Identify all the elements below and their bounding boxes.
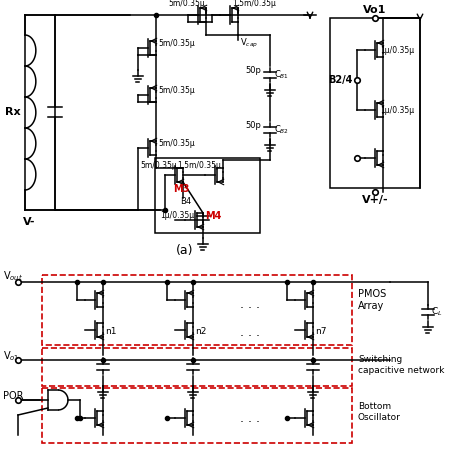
Bar: [330, 18, 420, 188]
Text: POR: POR: [3, 391, 24, 401]
Text: . . .: . . .: [240, 299, 260, 311]
Text: 1.5m/0.35μ: 1.5m/0.35μ: [177, 161, 221, 170]
Text: C$_{B2}$: C$_{B2}$: [274, 124, 289, 136]
Text: B4: B4: [180, 198, 191, 207]
Text: Vo1: Vo1: [363, 5, 387, 15]
Text: 1μ/0.35μ: 1μ/0.35μ: [380, 46, 414, 55]
Bar: [155, 158, 260, 233]
Text: M3: M3: [173, 184, 190, 194]
Text: V+/-: V+/-: [362, 195, 388, 205]
Text: PMOS
Array: PMOS Array: [358, 289, 386, 311]
Text: C$_{B1}$: C$_{B1}$: [274, 69, 289, 81]
Text: 50p: 50p: [245, 120, 261, 129]
Text: Switching
capacitive network: Switching capacitive network: [358, 356, 444, 375]
Text: . . .: . . .: [240, 326, 260, 338]
Text: C$_L$: C$_L$: [431, 306, 443, 318]
Text: (a): (a): [176, 244, 194, 256]
Text: M4: M4: [205, 211, 221, 221]
Text: 1μ/0.35μ: 1μ/0.35μ: [380, 106, 414, 115]
Text: B2/4: B2/4: [328, 75, 353, 85]
Text: V$_{o1}$: V$_{o1}$: [3, 349, 19, 363]
Text: 5m/0.35μ: 5m/0.35μ: [140, 161, 177, 170]
Text: 5m/0.35μ: 5m/0.35μ: [158, 138, 195, 147]
Text: V-: V-: [23, 217, 36, 227]
Text: V$_{cap}$: V$_{cap}$: [240, 36, 258, 50]
Text: n7: n7: [315, 328, 327, 337]
Text: V$_{out}$: V$_{out}$: [3, 269, 23, 283]
Text: n2: n2: [195, 328, 206, 337]
Text: 1μ/0.35μ: 1μ/0.35μ: [160, 211, 194, 220]
Text: n1: n1: [105, 328, 117, 337]
Text: 50p: 50p: [245, 65, 261, 74]
Text: 1.5m/0.35μ: 1.5m/0.35μ: [232, 0, 276, 8]
Text: Rx: Rx: [5, 107, 21, 117]
Text: 5m/0.35μ: 5m/0.35μ: [158, 38, 195, 47]
Text: 5m/0.35μ: 5m/0.35μ: [158, 85, 195, 94]
Text: 5m/0.35μ: 5m/0.35μ: [168, 0, 205, 8]
Text: Bottom
Oscillator: Bottom Oscillator: [358, 402, 401, 422]
Text: . . .: . . .: [240, 411, 260, 425]
